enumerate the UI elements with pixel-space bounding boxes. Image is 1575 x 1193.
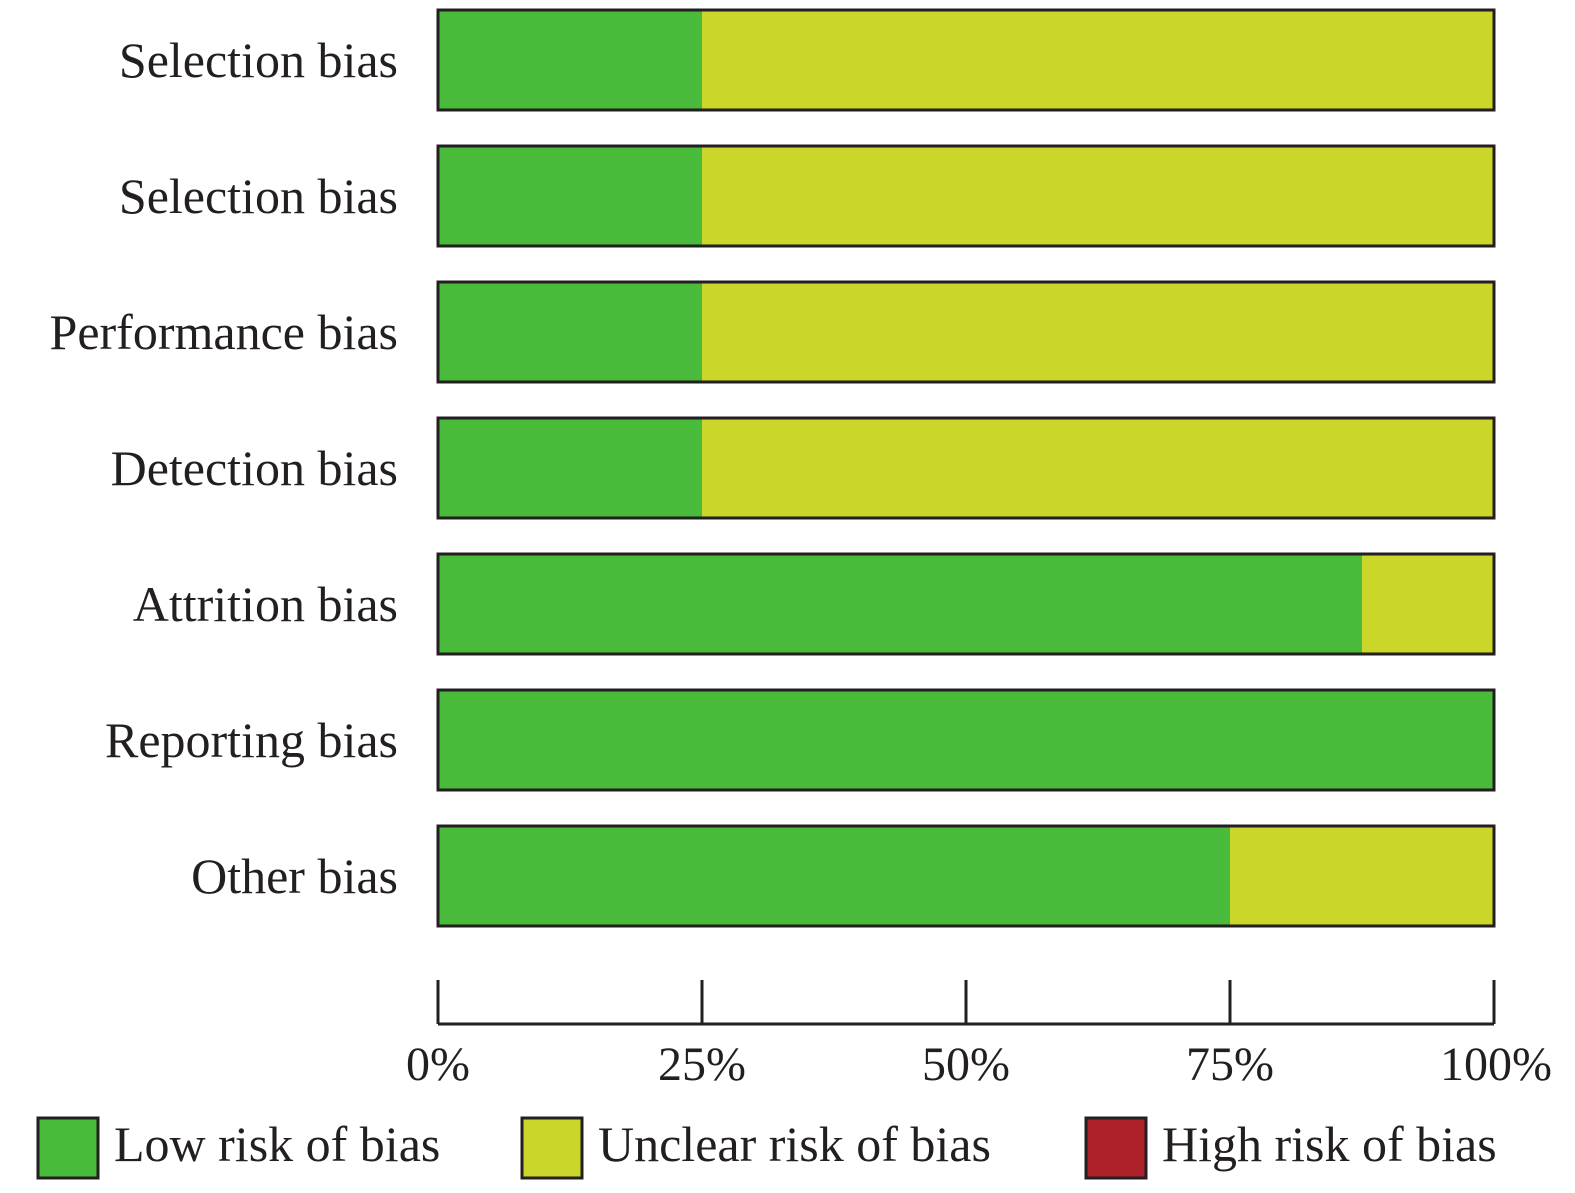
legend-swatch — [36, 1116, 100, 1180]
bar-segment — [1230, 826, 1494, 926]
bar-outline — [436, 552, 1496, 656]
bar-segment — [702, 418, 1494, 518]
bar-segment — [438, 282, 702, 382]
legend-label: High risk of bias — [1162, 1116, 1497, 1172]
category-label: Detection bias — [111, 440, 398, 496]
bar-segment — [438, 146, 702, 246]
x-tick-label: 25% — [658, 1038, 746, 1091]
bar-outline — [436, 416, 1496, 520]
bar-segment — [702, 10, 1494, 110]
bar-segment — [438, 690, 1494, 790]
x-tick-label: 100% — [1440, 1038, 1552, 1091]
category-labels: Selection bias Selection bias Performance … — [50, 32, 398, 904]
category-label: Selection bias — [119, 32, 398, 88]
bar-segment — [1362, 554, 1494, 654]
bar-outline — [436, 8, 1496, 112]
legend-swatch — [1084, 1116, 1148, 1180]
category-label: Other bias — [191, 848, 398, 904]
x-tick-label: 0% — [406, 1038, 470, 1091]
bar-outline — [436, 144, 1496, 248]
category-label: Reporting bias — [105, 712, 398, 768]
bar-outline — [436, 824, 1496, 928]
legend-label: Unclear risk of bias — [598, 1116, 991, 1172]
category-label: Attrition bias — [133, 576, 398, 632]
bar-segment — [438, 554, 1362, 654]
bar-segment — [438, 418, 702, 518]
bar-segment — [702, 282, 1494, 382]
x-tick-label: 75% — [1186, 1038, 1274, 1091]
bar-outline — [436, 280, 1496, 384]
category-label: Selection bias — [119, 168, 398, 224]
legend-swatch — [520, 1116, 584, 1180]
bar-segment — [438, 10, 702, 110]
category-label: Performance bias — [50, 304, 398, 360]
x-axis: 0% 25% 50% 75% 100% — [406, 980, 1552, 1091]
legend: Low risk of bias Unclear risk of bias High… — [36, 1116, 1497, 1180]
legend-label: Low risk of bias — [114, 1116, 440, 1172]
bar-segment — [438, 826, 1230, 926]
bar-segment — [702, 146, 1494, 246]
x-tick-label: 50% — [922, 1038, 1010, 1091]
bars-group — [436, 8, 1496, 928]
bar-outline — [436, 688, 1496, 792]
